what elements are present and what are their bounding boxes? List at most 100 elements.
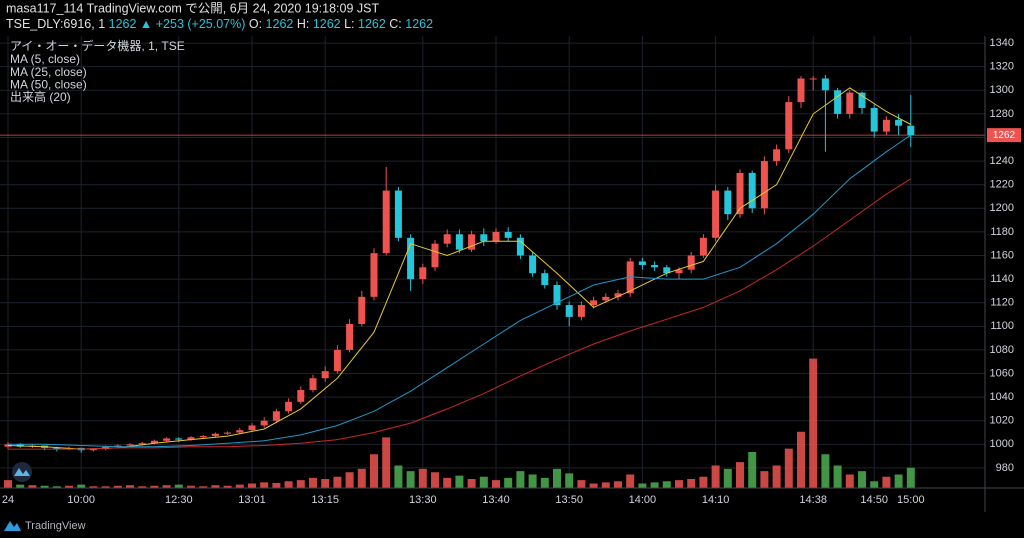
candle-body [443, 234, 451, 244]
candle-body [333, 349, 341, 372]
volume-bar [406, 471, 415, 488]
volume-bar [565, 473, 574, 488]
ohlc-key: C: [389, 17, 405, 31]
symbol: TSE_DLY:6916, 1 [6, 17, 109, 31]
candle-body [199, 436, 207, 438]
candle-body [382, 190, 390, 254]
volume-bar [357, 468, 366, 488]
candle-body [114, 445, 122, 447]
volume-bar [260, 482, 269, 488]
y-tick-label: 1160 [990, 249, 1014, 261]
y-tick-label: 1180 [990, 226, 1014, 238]
grid [0, 36, 985, 488]
candle-body [541, 273, 549, 286]
volume-bar [162, 485, 171, 488]
volume-bar [797, 431, 805, 488]
volume-bar [467, 479, 476, 488]
candle-body [309, 378, 317, 391]
volume-bar [333, 476, 342, 488]
ohlc-value: 1262 [313, 17, 344, 31]
volume-bar [455, 475, 464, 488]
candle-body [760, 161, 768, 209]
candle-body [895, 119, 903, 126]
candle-body [858, 92, 866, 108]
volume-bar [235, 484, 244, 488]
candle-body [773, 149, 781, 162]
volume-bar [174, 484, 183, 488]
y-tick-label: 1280 [990, 108, 1014, 120]
volume-bar [223, 485, 232, 488]
volume-bar [321, 479, 330, 488]
y-tick-label: 1080 [990, 344, 1014, 356]
publish-line: masa117_114 TradingView.com で公開, 6月 24, … [6, 1, 379, 15]
candle-body [699, 237, 707, 256]
volume-bar [614, 481, 622, 488]
candle-body [724, 190, 732, 215]
volume-bar [553, 468, 561, 488]
volume-bar [199, 486, 208, 488]
logo-badge[interactable] [12, 462, 32, 482]
volume-bar [345, 472, 354, 488]
legend-entry: MA (50, close) [10, 78, 87, 92]
ohlc-key: L: [344, 17, 358, 31]
volume-bar [150, 485, 159, 488]
volume-bar [516, 471, 525, 488]
volume-bar [4, 480, 12, 488]
volume-bar [528, 474, 537, 488]
volume-bar [52, 486, 61, 488]
volume-bar [906, 467, 915, 488]
candle-body [346, 323, 354, 350]
candle-body [236, 430, 244, 433]
volume-bar [540, 477, 549, 488]
y-tick-label: 1040 [990, 391, 1014, 403]
x-tick-label: 13:50 [555, 494, 583, 506]
last-price-tag [987, 128, 1021, 143]
y-tick-label: 1060 [990, 367, 1014, 379]
candle-body [175, 438, 183, 440]
volume-bar [382, 437, 391, 488]
candle-body [163, 438, 171, 441]
candle-body [492, 231, 500, 242]
candle-body [675, 269, 683, 274]
volume-bar [748, 452, 757, 488]
volume-bar [479, 476, 488, 488]
volume-bar [138, 486, 147, 488]
x-tick-label: 12:30 [165, 494, 193, 506]
volume-bar [16, 484, 25, 488]
candle-body [285, 401, 293, 412]
candle-body [126, 444, 134, 446]
candle-body [907, 125, 915, 136]
candle-body [638, 261, 646, 265]
volume-bar [101, 486, 110, 488]
volume-bar [65, 485, 73, 488]
volume-bar [589, 483, 598, 488]
y-tick-label: 1200 [990, 202, 1014, 214]
volume-bar [504, 477, 513, 488]
volume-bar [760, 471, 769, 488]
candle-body [553, 285, 561, 306]
y-tick-label: 1120 [990, 297, 1014, 309]
candle-body [797, 78, 805, 103]
volume-bar [723, 468, 732, 488]
volume-bar [650, 482, 659, 488]
candle-body [834, 90, 842, 114]
candle-body [663, 267, 671, 274]
change: ▲ +253 (+25.07%) [140, 17, 249, 31]
legend-entry: MA (25, close) [10, 65, 87, 79]
candle-body [504, 231, 512, 238]
candle-body [248, 425, 256, 431]
volume-bar [284, 481, 293, 488]
volume-bar [394, 465, 403, 488]
y-tick-label: 1140 [990, 273, 1014, 285]
x-tick-label: 14:00 [629, 494, 657, 506]
volume-bar [711, 465, 720, 488]
volume-bar [577, 480, 586, 488]
volume-bar [662, 481, 671, 488]
volume-bar [784, 448, 793, 488]
candle-body [138, 443, 146, 445]
volume-layer [4, 358, 915, 488]
candle-body [455, 234, 463, 250]
volume-legend: 出来高 (20) [10, 89, 71, 104]
candle-body [846, 92, 854, 114]
